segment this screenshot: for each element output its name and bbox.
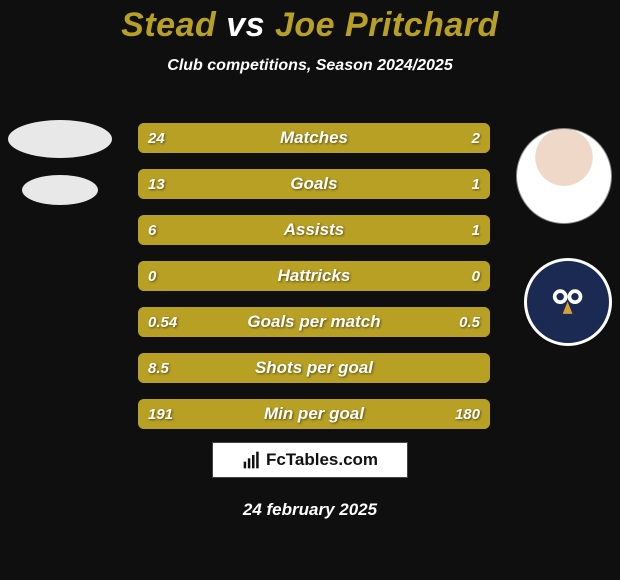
fctables-icon — [242, 450, 262, 470]
stat-label: Goals — [138, 169, 490, 199]
stat-row: 61Assists — [138, 215, 490, 245]
player1-name: Stead — [121, 6, 216, 44]
stat-label: Min per goal — [138, 399, 490, 429]
stat-label: Assists — [138, 215, 490, 245]
player2-name: Joe Pritchard — [275, 6, 499, 44]
stat-label: Goals per match — [138, 307, 490, 337]
player2-avatar — [516, 128, 612, 224]
stat-label: Hattricks — [138, 261, 490, 291]
stat-row: 0.540.5Goals per match — [138, 307, 490, 337]
stat-row: 131Goals — [138, 169, 490, 199]
date-label: 24 february 2025 — [0, 500, 620, 520]
stat-bars: 242Matches 131Goals 61Assists 00Hattricks 0.… — [138, 123, 490, 445]
player1-club-badge — [22, 175, 98, 205]
stat-label: Shots per goal — [138, 353, 490, 383]
subtitle: Club competitions, Season 2024/2025 — [0, 57, 620, 75]
stat-row: 191180Min per goal — [138, 399, 490, 429]
watermark-text: FcTables.com — [266, 450, 378, 470]
comparison-title: Stead vs Joe Pritchard — [0, 0, 620, 45]
stat-row: 00Hattricks — [138, 261, 490, 291]
player1-avatar — [8, 120, 112, 158]
stat-label: Matches — [138, 123, 490, 153]
owl-icon — [543, 277, 592, 326]
player2-club-badge — [524, 258, 612, 346]
stat-row: 8.5Shots per goal — [138, 353, 490, 383]
watermark: FcTables.com — [212, 442, 408, 478]
stat-row: 242Matches — [138, 123, 490, 153]
vs-label: vs — [226, 6, 265, 44]
